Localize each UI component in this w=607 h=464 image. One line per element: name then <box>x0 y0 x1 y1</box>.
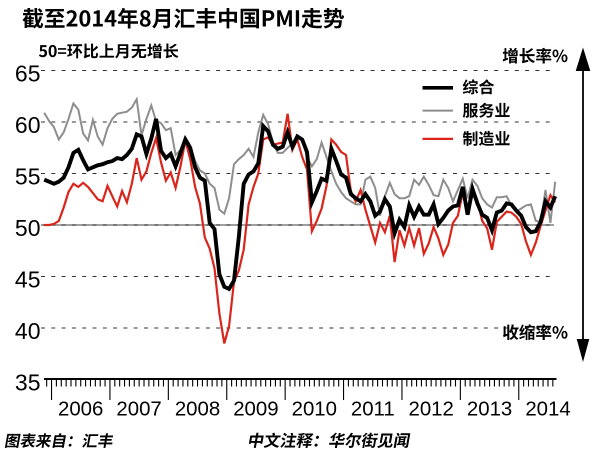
svg-text:2013: 2013 <box>467 399 512 421</box>
svg-text:2011: 2011 <box>351 399 395 421</box>
svg-text:2010: 2010 <box>292 399 337 421</box>
svg-text:45: 45 <box>15 267 41 293</box>
svg-text:2006: 2006 <box>58 399 103 421</box>
svg-text:65: 65 <box>15 61 41 87</box>
svg-text:2008: 2008 <box>175 399 220 421</box>
svg-text:2007: 2007 <box>116 399 161 421</box>
svg-text:2014: 2014 <box>525 399 570 421</box>
svg-text:50: 50 <box>15 215 41 241</box>
svg-text:40: 40 <box>15 318 41 344</box>
svg-text:2012: 2012 <box>409 399 454 421</box>
svg-text:2009: 2009 <box>233 399 278 421</box>
svg-text:60: 60 <box>15 112 41 138</box>
svg-text:35: 35 <box>15 370 41 396</box>
svg-text:55: 55 <box>15 164 41 190</box>
